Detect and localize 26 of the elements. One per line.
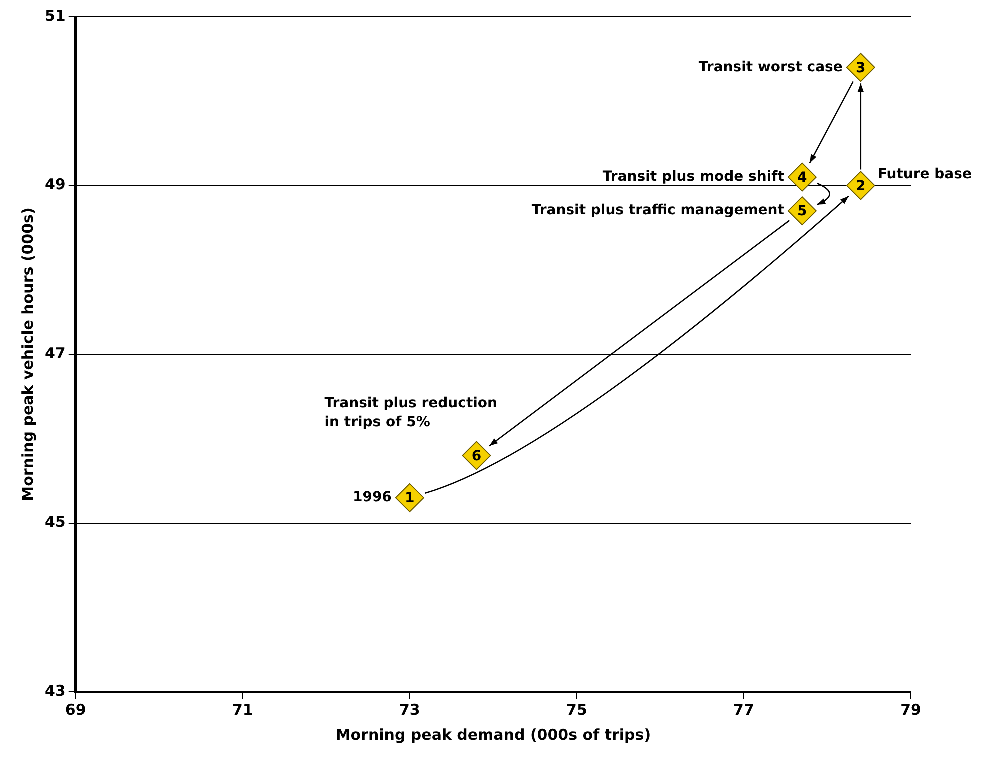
y-tick-label: 49 [45,176,66,194]
annotation: Transit plus traffic management [532,202,785,219]
x-tick-label: 69 [65,700,86,719]
x-tick-label: 77 [734,700,754,719]
annotation: Transit worst case [698,59,843,76]
y-tick-label: 47 [45,344,66,362]
x-tick-label: 75 [566,700,588,719]
annotation: Transit plus reduction in trips of 5% [324,395,498,430]
annotation: Future base [878,166,972,182]
annotation: 4 [798,170,808,186]
y-axis-title: Morning peak vehicle hours (000s) [18,208,37,502]
x-tick-label: 73 [399,700,420,719]
annotation: 3 [856,60,866,76]
x-tick-label: 79 [900,700,922,719]
x-axis-title: Morning peak demand (000s of trips) [336,726,652,744]
annotation: 5 [798,204,808,220]
annotation: 1996 [352,490,392,506]
x-tick-label: 71 [232,700,254,719]
annotation: 1 [405,490,415,507]
annotation: 2 [856,178,866,194]
y-tick-label: 43 [45,682,66,700]
annotation: 6 [472,448,482,464]
annotation: Transit plus mode shift [602,168,785,185]
y-tick-label: 51 [45,6,66,25]
point [395,483,424,512]
y-tick-label: 45 [45,513,66,532]
